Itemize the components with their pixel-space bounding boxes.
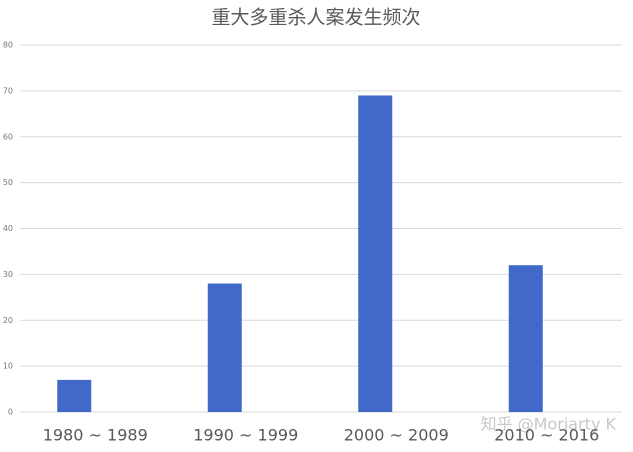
y-tick-label: 10 [3, 362, 13, 371]
bar [508, 265, 543, 412]
y-tick-label: 0 [8, 408, 13, 417]
y-tick-label: 50 [3, 178, 13, 187]
watermark: 知乎 @Moriarty K [481, 415, 617, 434]
y-tick-label: 20 [3, 316, 13, 325]
bar [358, 95, 393, 413]
y-tick-label: 80 [3, 41, 13, 50]
x-tick-label: 2000 ~ 2009 [344, 426, 449, 445]
y-tick-label: 30 [3, 270, 13, 279]
chart-title: 重大多重杀人案发生频次 [211, 7, 420, 29]
bar [207, 283, 242, 412]
bar [57, 379, 92, 412]
x-tick-label: 2010 ~ 2016 [494, 426, 599, 445]
y-tick-label: 70 [3, 86, 13, 95]
x-tick-label: 1980 ~ 1989 [43, 426, 148, 445]
y-tick-label: 60 [3, 132, 13, 141]
x-tick-label: 1990 ~ 1999 [193, 426, 298, 445]
y-tick-label: 40 [3, 224, 13, 233]
